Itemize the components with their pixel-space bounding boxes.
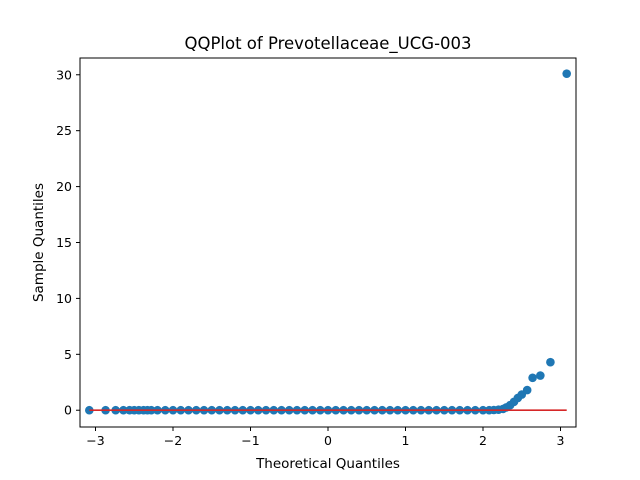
x-tick-label: 0 xyxy=(324,433,332,448)
y-tick-label: 30 xyxy=(56,67,72,82)
plot-area xyxy=(85,69,571,415)
data-point xyxy=(562,69,571,78)
y-tick-label: 15 xyxy=(56,235,72,250)
x-tick-label: 1 xyxy=(402,433,410,448)
data-point xyxy=(536,371,545,380)
y-tick-label: 5 xyxy=(64,347,72,362)
data-point xyxy=(528,373,537,383)
x-axis-label: Theoretical Quantiles xyxy=(255,456,400,472)
chart-title: QQPlot of Prevotellaceae_UCG-003 xyxy=(184,34,471,54)
x-tick-label: 3 xyxy=(557,433,565,448)
y-tick-label: 20 xyxy=(56,179,72,194)
x-tick-label: −2 xyxy=(164,433,182,448)
data-point xyxy=(522,385,532,395)
y-axis-label: Sample Quantiles xyxy=(31,183,47,302)
x-tick-label: −1 xyxy=(241,433,259,448)
data-point xyxy=(546,357,555,367)
y-tick-label: 10 xyxy=(56,291,72,306)
y-tick-label: 25 xyxy=(56,123,72,138)
x-tick-label: 2 xyxy=(479,433,487,448)
y-tick-label: 0 xyxy=(64,403,72,418)
x-tick-label: −3 xyxy=(86,433,104,448)
